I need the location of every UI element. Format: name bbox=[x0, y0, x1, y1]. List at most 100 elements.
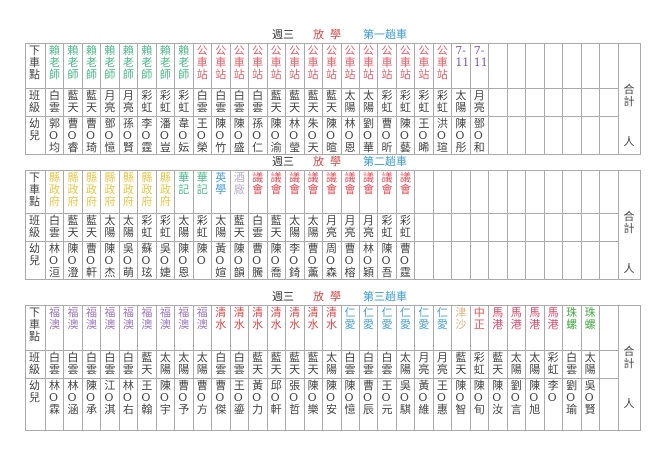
stop-cell: 福澳 bbox=[137, 305, 157, 351]
kid-cell: 朱O天 bbox=[303, 116, 324, 155]
stop-name: 福澳 bbox=[159, 306, 171, 331]
kid-cell: 曹O薰 bbox=[303, 241, 324, 280]
child-name: 孫O仁 bbox=[252, 117, 264, 154]
stop-cell: 中正 bbox=[469, 305, 490, 351]
child-name: 陳O吾 bbox=[381, 242, 393, 279]
stop-row-label: 下車點 bbox=[25, 305, 46, 351]
stop-name: 華記 bbox=[178, 171, 190, 196]
class-name: 太陽 bbox=[178, 214, 190, 239]
child-name: 曹O軒 bbox=[85, 242, 97, 279]
child-name: 鄧O和 bbox=[473, 117, 485, 154]
stop-name: 賴老師 bbox=[122, 44, 134, 81]
child-name: 陳O渝 bbox=[270, 117, 282, 154]
empty-cell bbox=[488, 213, 508, 242]
child-name: 曹O榕 bbox=[344, 242, 356, 279]
empty-cell bbox=[451, 170, 471, 214]
empty-cell bbox=[580, 241, 601, 280]
empty-cell bbox=[580, 116, 601, 155]
class-name: 白雲 bbox=[104, 351, 116, 376]
empty-cell bbox=[451, 241, 471, 280]
kid-cell: 陳O汝 bbox=[488, 378, 508, 431]
class-row-label: 班級 bbox=[25, 88, 46, 117]
kid-cell: 陳O杰 bbox=[100, 241, 120, 280]
class-cell: 白雲 bbox=[44, 350, 65, 379]
class-cell: 太陽 bbox=[322, 350, 342, 379]
stop-name: 珠螺 bbox=[566, 306, 578, 331]
kid-cell: 李O霆 bbox=[137, 116, 157, 155]
stop-name: 清水 bbox=[289, 306, 301, 331]
class-name: 太陽 bbox=[455, 89, 467, 114]
class-name: 藍天 bbox=[307, 351, 319, 376]
kid-cell: 李O錡 bbox=[285, 241, 305, 280]
kid-cell: 劉O瑜 bbox=[562, 378, 582, 431]
stop-cell: 仁愛 bbox=[340, 305, 360, 351]
class-cell: 白雲 bbox=[44, 213, 65, 242]
class-name: 藍天 bbox=[326, 89, 338, 114]
stop-cell: 7-11 bbox=[469, 43, 490, 89]
row-label-text: 幼兒 bbox=[29, 379, 40, 404]
stop-cell: 馬港 bbox=[488, 305, 508, 351]
kid-cell: 孫O仁 bbox=[248, 116, 268, 155]
empty-cell bbox=[525, 88, 545, 117]
stop-cell: 福澳 bbox=[63, 305, 83, 351]
kid-cell: 王O榮 bbox=[192, 116, 213, 155]
stop-cell: 酒廠 bbox=[229, 170, 250, 214]
class-name: 彩虹 bbox=[196, 214, 208, 239]
class-name: 藍天 bbox=[67, 214, 79, 239]
child-name: 陳O憶 bbox=[344, 379, 356, 416]
row-label-text: 下車點 bbox=[29, 306, 40, 343]
stop-cell: 議會 bbox=[303, 170, 324, 214]
kid-cell: 郭O均 bbox=[44, 116, 65, 155]
child-name: 韋O妘 bbox=[178, 117, 190, 154]
class-cell: 彩虹 bbox=[543, 350, 564, 379]
kid-cell: 黃O媗 bbox=[211, 241, 231, 280]
kid-row-label: 幼兒 bbox=[25, 116, 46, 155]
kid-cell: 王O翰 bbox=[137, 378, 157, 431]
kid-cell: 陳O澄 bbox=[63, 241, 83, 280]
class-cell: 藍天 bbox=[248, 350, 268, 379]
empty-cell bbox=[525, 213, 545, 242]
stop-name: 縣政府 bbox=[141, 171, 153, 208]
class-cell: 太陽 bbox=[303, 213, 324, 242]
child-name: 陳O盛 bbox=[233, 117, 245, 154]
child-name: 陳O杰 bbox=[104, 242, 116, 279]
kid-cell: 陳O旭 bbox=[525, 378, 545, 431]
stop-name: 酒廠 bbox=[233, 171, 245, 196]
child-name: 陳O宇 bbox=[159, 379, 171, 416]
child-name: 林O霖 bbox=[49, 379, 60, 416]
child-name: 陳O汝 bbox=[492, 379, 504, 416]
class-cell: 白雲 bbox=[248, 213, 268, 242]
stop-name: 清水 bbox=[233, 306, 245, 331]
class-name: 藍天 bbox=[141, 351, 153, 376]
row-label-text: 班級 bbox=[29, 214, 40, 239]
stop-name: 公車站 bbox=[252, 44, 264, 81]
empty-cell bbox=[543, 43, 564, 89]
kid-cell: 吳O萌 bbox=[118, 241, 139, 280]
kid-cell: 陳O智 bbox=[451, 378, 471, 431]
empty-cell bbox=[414, 213, 434, 242]
kid-cell: 王O元 bbox=[377, 378, 397, 431]
class-name: 太陽 bbox=[362, 89, 374, 114]
stop-cell: 縣政府 bbox=[100, 170, 120, 214]
class-cell: 彩虹 bbox=[469, 350, 490, 379]
child-name: 曹O騰 bbox=[252, 242, 264, 279]
child-name: 陳O暄 bbox=[326, 117, 338, 154]
kid-cell: 洪O瑄 bbox=[432, 116, 453, 155]
kid-cell: 吳O婕 bbox=[155, 241, 176, 280]
class-name: 太陽 bbox=[178, 351, 190, 376]
class-cell: 藍天 bbox=[285, 88, 305, 117]
class-cell: 月亮 bbox=[414, 350, 434, 379]
class-cell: 藍天 bbox=[451, 350, 471, 379]
stop-cell: 福澳 bbox=[174, 305, 194, 351]
class-row-label: 班級 bbox=[25, 350, 46, 379]
kid-cell: 林O穎 bbox=[358, 241, 379, 280]
stop-cell: 縣政府 bbox=[155, 170, 176, 214]
stop-cell: 仁愛 bbox=[432, 305, 453, 351]
class-cell: 月亮 bbox=[358, 213, 379, 242]
stop-name: 馬港 bbox=[510, 306, 522, 331]
class-name: 彩虹 bbox=[381, 89, 393, 114]
stop-cell: 公車站 bbox=[303, 43, 324, 89]
stop-name: 公車站 bbox=[399, 44, 411, 81]
empty-cell bbox=[562, 88, 582, 117]
row-label-text: 幼兒 bbox=[29, 117, 40, 142]
